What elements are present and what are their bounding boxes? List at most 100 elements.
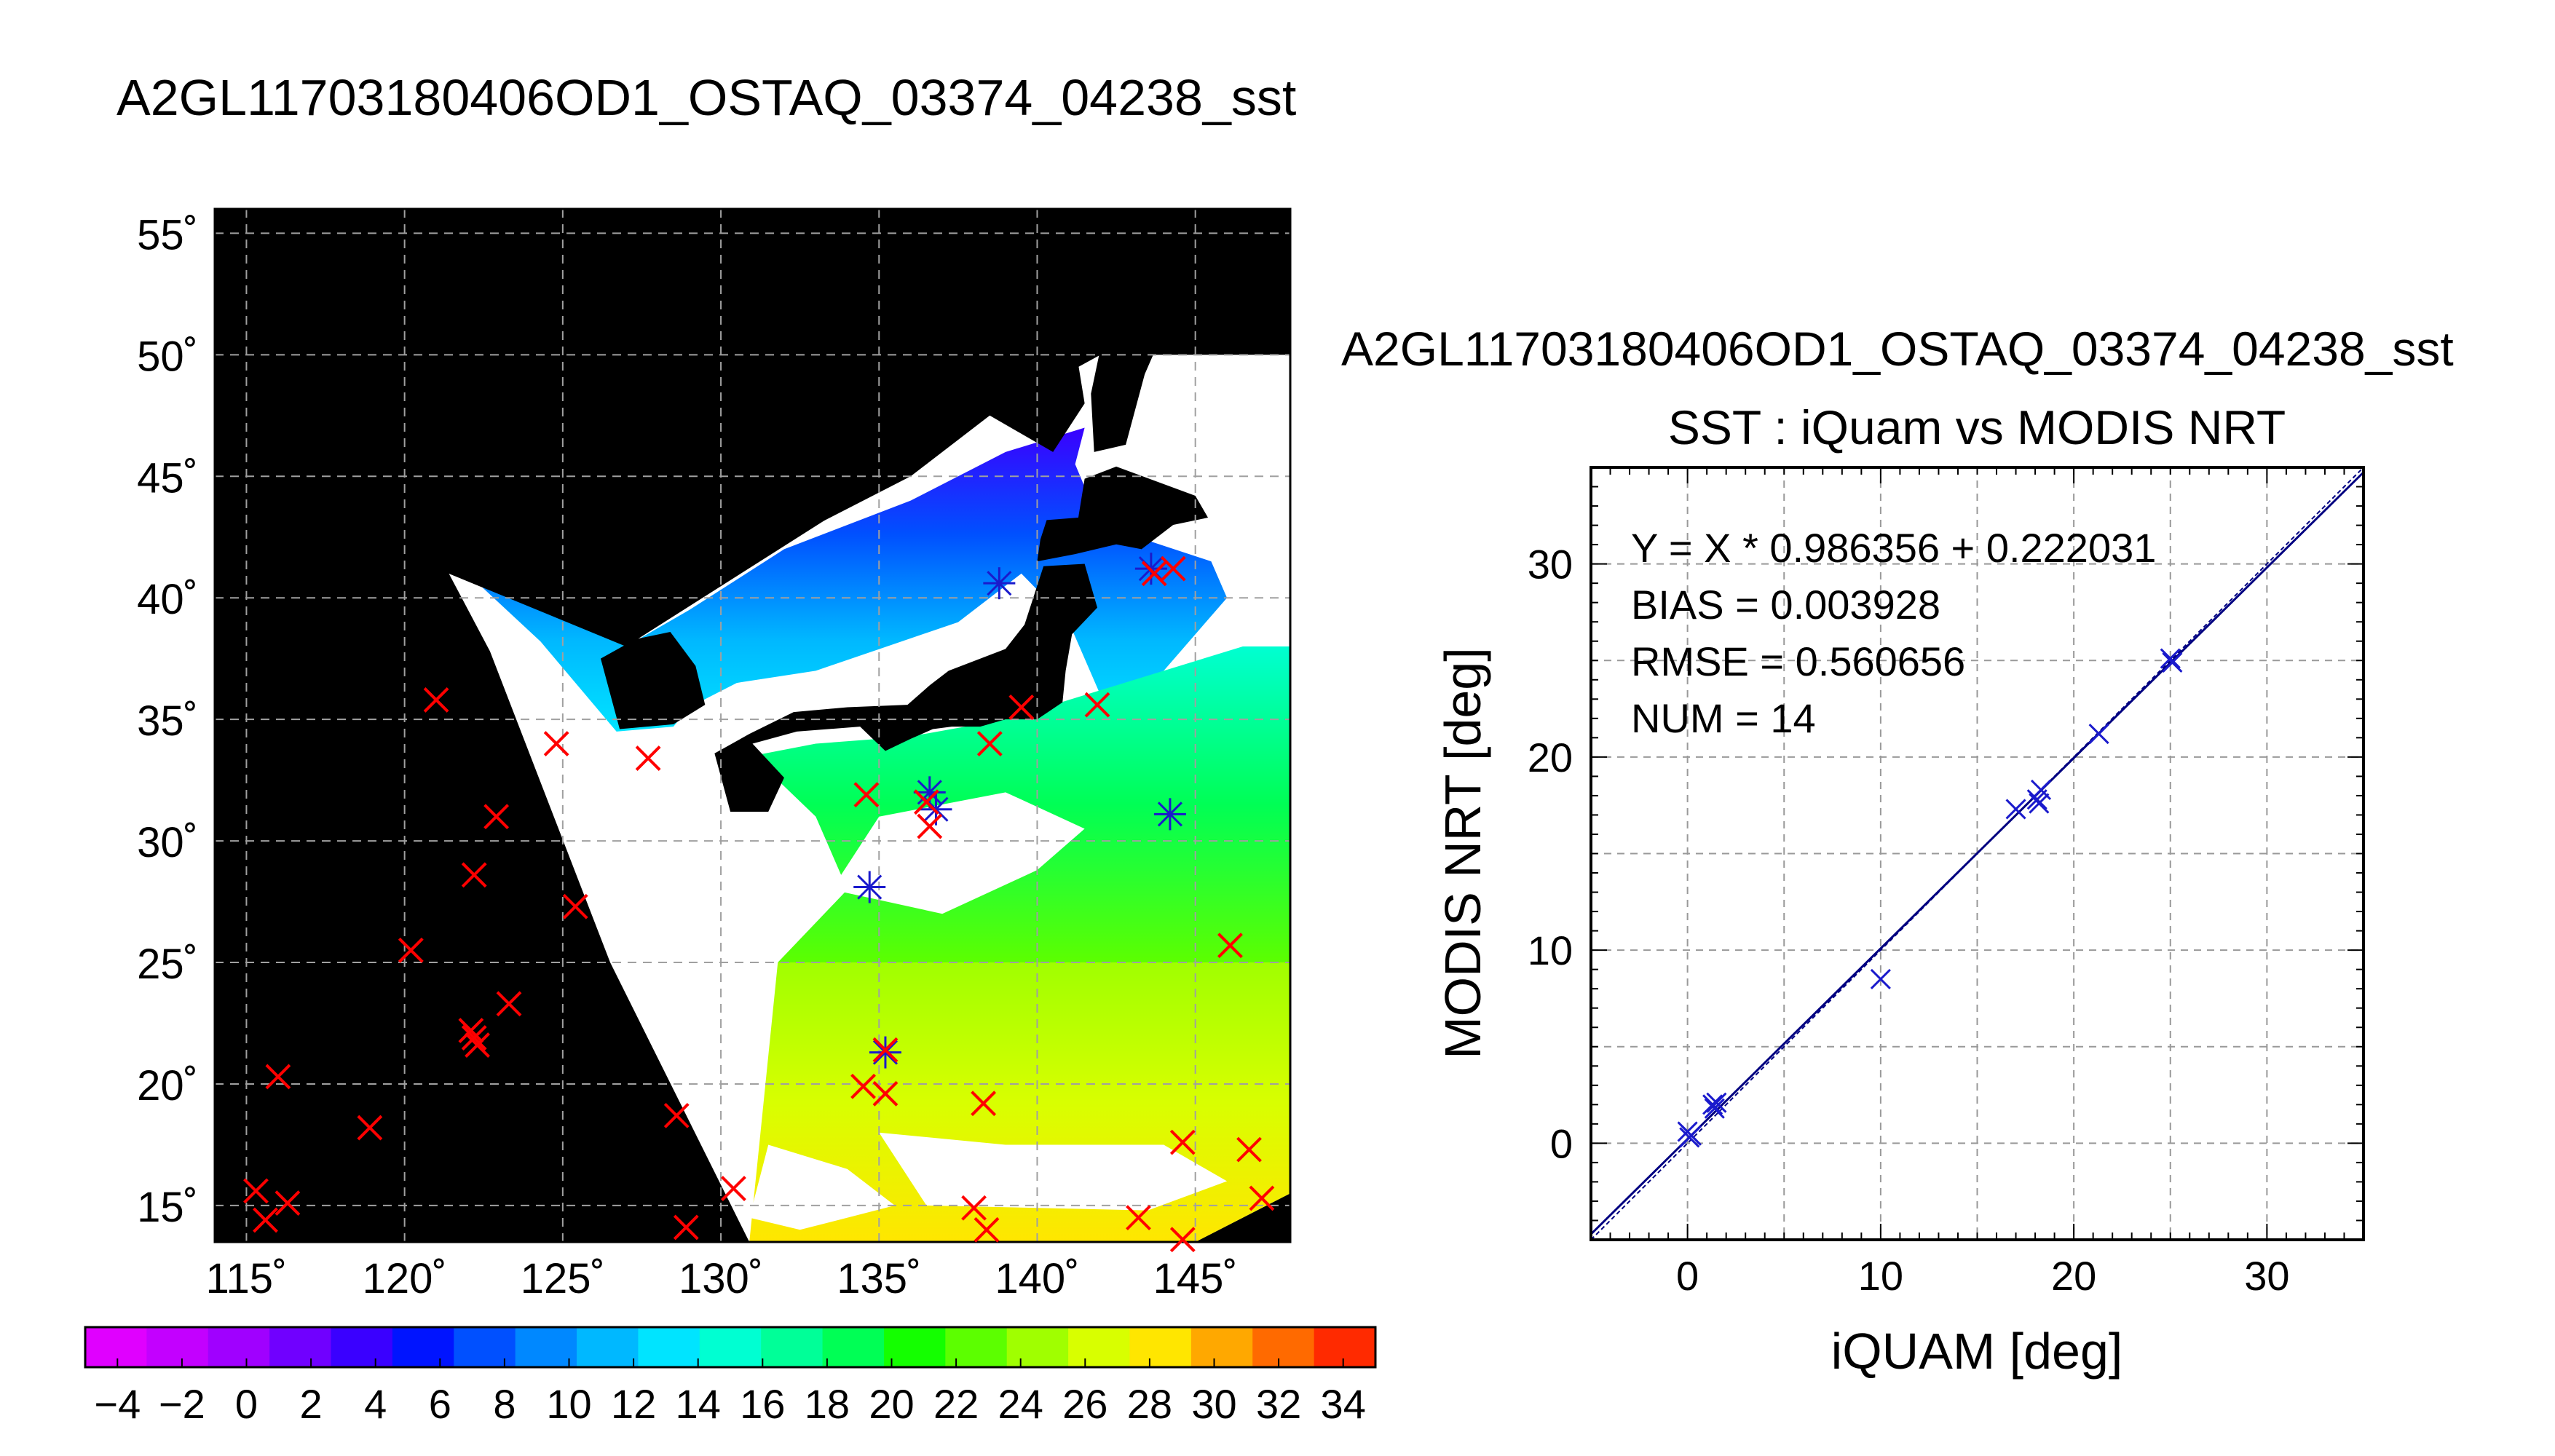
map-marker-0 xyxy=(423,687,449,713)
map-marker-37 xyxy=(1126,1205,1151,1231)
cloud-patch-1 xyxy=(832,792,1085,914)
cloud-patch-0 xyxy=(604,767,769,914)
map-marker-15 xyxy=(275,1190,301,1216)
colorbar-label-16: 28 xyxy=(1127,1381,1172,1427)
map-marker-26 xyxy=(961,1195,987,1221)
scatter-point-9 xyxy=(2088,723,2109,745)
map-marker-30-stroke-b xyxy=(976,731,1003,756)
map-marker-21 xyxy=(917,813,943,839)
map-marker-6-stroke-b xyxy=(398,937,424,963)
map-marker-15-stroke-b xyxy=(275,1190,301,1216)
map-marker-19-stroke-b xyxy=(853,782,880,808)
map-marker-22-stroke-b xyxy=(872,1037,899,1063)
map-marker-17-stroke-b xyxy=(673,1214,699,1241)
map-marker-24-stroke-b xyxy=(872,1080,899,1107)
scatter-y-tick-label-0: 0 xyxy=(1550,1120,1573,1166)
map-match-x-6 xyxy=(1157,802,1182,827)
map-marker-0-stroke-b xyxy=(423,687,449,713)
colorbar-label-9: 14 xyxy=(676,1381,721,1427)
map-panel: 15˚ 20˚ 25˚ 30˚ 35˚ 40˚ 45˚ 50˚ 55˚ 115˚ 120˚ 125˚… xyxy=(137,207,1292,1302)
map-frame xyxy=(213,207,1292,1243)
map-lat-label-0: 15˚ xyxy=(137,1184,198,1231)
scatter-annotations: Y = X * 0.986356 + 0.222031 BIAS = 0.0039… xyxy=(1631,525,2156,741)
map-marker-34-stroke-b xyxy=(1169,1129,1196,1155)
colorbar-segment-9 xyxy=(638,1327,700,1367)
map-marker-2-stroke-b xyxy=(635,745,661,771)
colorbar-label-1: −2 xyxy=(159,1381,205,1427)
map-marker-2 xyxy=(635,745,661,771)
map-lat-label-4: 35˚ xyxy=(137,697,198,745)
colorbar xyxy=(84,1326,1377,1369)
scatter-annotation-1: BIAS = 0.003928 xyxy=(1631,582,1940,628)
scatter-point-13 xyxy=(1706,1092,1727,1113)
landmass-hokkaido xyxy=(1037,466,1209,562)
scatter-panel: A2GL11703180406OD1_OSTAQ_03374_04238_sst… xyxy=(1341,322,2454,1380)
scatter-annotation-2: RMSE = 0.560656 xyxy=(1631,638,1965,684)
map-marker-12 xyxy=(357,1115,383,1141)
cloud-patch-3 xyxy=(749,1144,895,1230)
colorbar-segment-1 xyxy=(146,1327,209,1367)
scatter-x-tick-label-3: 30 xyxy=(2244,1253,2289,1299)
map-lon-label-4: 135˚ xyxy=(837,1255,921,1302)
map-marker-11 xyxy=(265,1064,291,1090)
colorbar-label-14: 24 xyxy=(998,1381,1043,1427)
scatter-x-tick-label-0: 0 xyxy=(1676,1253,1699,1299)
scatter-point-10 xyxy=(2160,648,2181,669)
scatter-point-8-stroke-b xyxy=(2029,793,2050,814)
map-marker-35-stroke-b xyxy=(1236,1136,1262,1163)
map-marker-33 xyxy=(1217,933,1243,959)
landmass-japan-main xyxy=(714,563,1098,812)
map-match-x-4-stroke-b xyxy=(987,571,1012,596)
map-marker-33-stroke-b xyxy=(1217,933,1243,959)
map-lat-label-7: 50˚ xyxy=(137,333,198,380)
colorbar-segment-4 xyxy=(331,1327,393,1367)
colorbar-segment-3 xyxy=(269,1327,332,1367)
scatter-y-tick-label-3: 30 xyxy=(1528,542,1573,587)
colorbar-label-10: 16 xyxy=(740,1381,785,1427)
colorbar-segment-13 xyxy=(883,1327,946,1367)
scatter-ticks xyxy=(1591,467,2364,1240)
map-lon-label-6: 145˚ xyxy=(1153,1255,1238,1302)
colorbar-label-12: 20 xyxy=(869,1381,914,1427)
map-marker-7-stroke-b xyxy=(496,991,522,1017)
map-marker-8 xyxy=(458,1018,484,1043)
map-match-marker-0 xyxy=(913,776,946,809)
scatter-point-8 xyxy=(2029,793,2050,814)
scatter-y-tick-label-2: 20 xyxy=(1528,735,1573,780)
scatter-point-4-stroke-b xyxy=(1870,968,1891,989)
colorbar-label-11: 18 xyxy=(805,1381,850,1427)
map-marker-24 xyxy=(872,1080,899,1107)
map-match-x-6-stroke-b xyxy=(1157,802,1182,827)
map-grid xyxy=(215,209,1290,1242)
colorbar-label-7: 10 xyxy=(546,1381,591,1427)
map-marker-4 xyxy=(461,862,487,888)
colorbar-label-17: 30 xyxy=(1191,1381,1236,1427)
colorbar-segment-18 xyxy=(1190,1327,1253,1367)
scatter-point-2-stroke-b xyxy=(1702,1094,1723,1115)
map-marker-1-stroke-b xyxy=(543,731,569,756)
map-marker-34 xyxy=(1169,1129,1196,1155)
map-marker-16 xyxy=(663,1102,690,1128)
map-markers xyxy=(243,553,1275,1253)
map-match-x-2 xyxy=(857,874,882,900)
map-lon-label-5: 140˚ xyxy=(995,1255,1079,1302)
map-match-marker-6 xyxy=(1153,798,1186,831)
cloud-patch-4 xyxy=(641,938,769,1011)
map-marker-28 xyxy=(1084,692,1110,718)
map-marker-31 xyxy=(1141,561,1167,587)
scatter-point-4 xyxy=(1870,968,1891,989)
map-lon-label-2: 125˚ xyxy=(521,1255,605,1302)
scatter-point-5-stroke-b xyxy=(2005,799,2026,820)
map-lon-labels: 115˚ 120˚ 125˚ 130˚ 135˚ 140˚ 145˚ xyxy=(206,1255,1238,1302)
map-marker-25 xyxy=(971,1091,997,1117)
map-marker-9-stroke-b xyxy=(461,1025,487,1051)
map-match-x-3-stroke-b xyxy=(872,1040,899,1065)
colorbar-segment-6 xyxy=(454,1327,516,1367)
page-title: A2GL11703180406OD1_OSTAQ_03374_04238_sst xyxy=(117,69,1296,126)
colorbar-label-5: 6 xyxy=(429,1381,451,1427)
map-marker-18-stroke-b xyxy=(721,1176,746,1201)
map-marker-27 xyxy=(974,1216,1000,1243)
scatter-y-axis-label: MODIS NRT [deg] xyxy=(1434,647,1491,1059)
colorbar-segment-8 xyxy=(577,1327,639,1367)
